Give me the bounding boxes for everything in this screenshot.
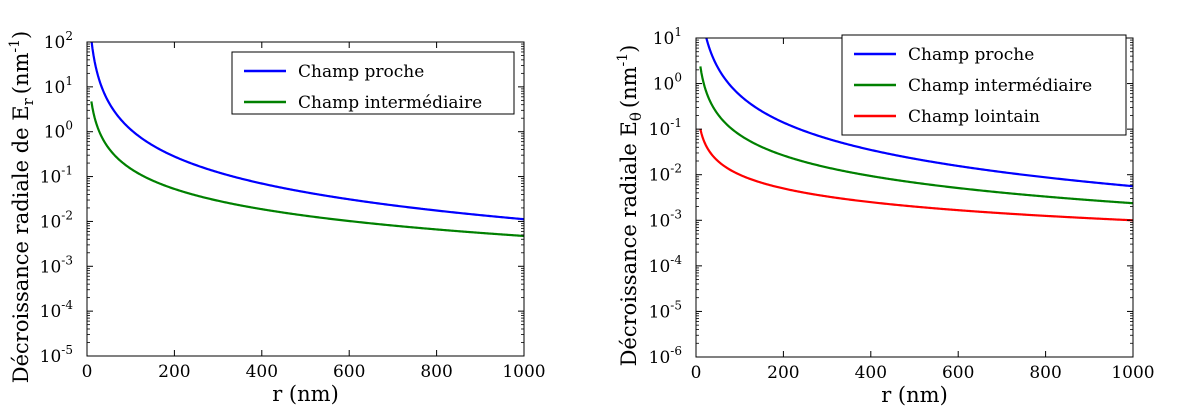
- x-axis-label: r (nm): [881, 383, 948, 407]
- y-tick-label: 10-1: [649, 116, 682, 140]
- x-tick-label: 0: [691, 363, 702, 383]
- legend-label: Champ intermédiaire: [298, 93, 482, 113]
- chart-etheta-decay: 0 200 400 600 800 1000 10-6 10-5 10-4 10-3 10-2 10-…: [615, 25, 1155, 407]
- legend-label: Champ intermédiaire: [908, 76, 1092, 96]
- x-tick-label: 800: [1029, 363, 1061, 383]
- x-tick-label: 1000: [502, 362, 545, 382]
- y-tick-label: 10-2: [40, 208, 73, 232]
- y-tick-label: 100: [653, 71, 682, 95]
- x-tick-label: 600: [333, 362, 365, 382]
- chart-er-decay: 0 200 400 600 800 1000 10-5 10-4 10-3 10-2 10-1 100…: [7, 29, 546, 406]
- x-axis-label: r (nm): [272, 382, 339, 406]
- legend: Champ proche Champ intermédiaire: [231, 51, 515, 115]
- y-tick-label: 10-6: [649, 344, 682, 368]
- series-line-1: [90, 101, 524, 238]
- series-line-1: [699, 66, 1133, 205]
- x-tick-label: 200: [158, 362, 190, 382]
- y-tick-label: 101: [653, 25, 682, 49]
- y-tick-label: 10-3: [649, 207, 682, 231]
- x-tick-label: 400: [246, 362, 278, 382]
- legend-label: Champ lointain: [908, 107, 1040, 127]
- y-tick-label: 10-4: [40, 298, 74, 322]
- y-tick-label: 102: [44, 29, 73, 53]
- x-tick-label: 400: [855, 363, 887, 383]
- y-tick-label: 10-2: [649, 162, 682, 186]
- legend-label: Champ proche: [908, 45, 1034, 65]
- legend-label: Champ proche: [298, 62, 424, 82]
- y-tick-label: 10-5: [649, 298, 682, 322]
- y-tick-label: 10-3: [40, 253, 73, 277]
- series-line-0: [705, 38, 1133, 188]
- series-line-2: [699, 128, 1133, 222]
- legend: Champ proche Champ intermédiaire Champ loi…: [841, 34, 1127, 136]
- series-line-0: [90, 42, 524, 221]
- y-tick-label: 101: [44, 74, 73, 98]
- legend-box: [231, 51, 515, 115]
- y-tick-label: 10-1: [40, 164, 73, 188]
- x-tick-label: 800: [420, 362, 452, 382]
- y-axis-label: Décroissance radiale de Er(nm-1): [7, 31, 37, 383]
- x-tick-label: 0: [82, 362, 93, 382]
- plot-frame: [86, 41, 525, 357]
- x-tick-label: 1000: [1111, 363, 1154, 383]
- y-axis-label: Décroissance radiale Eθ(nm-1): [615, 45, 645, 367]
- x-tick-label: 600: [942, 363, 974, 383]
- y-tick-label: 10-4: [649, 253, 683, 277]
- x-tick-label: 200: [767, 363, 799, 383]
- y-tick-label: 100: [44, 119, 73, 143]
- y-tick-label: 10-5: [40, 343, 73, 367]
